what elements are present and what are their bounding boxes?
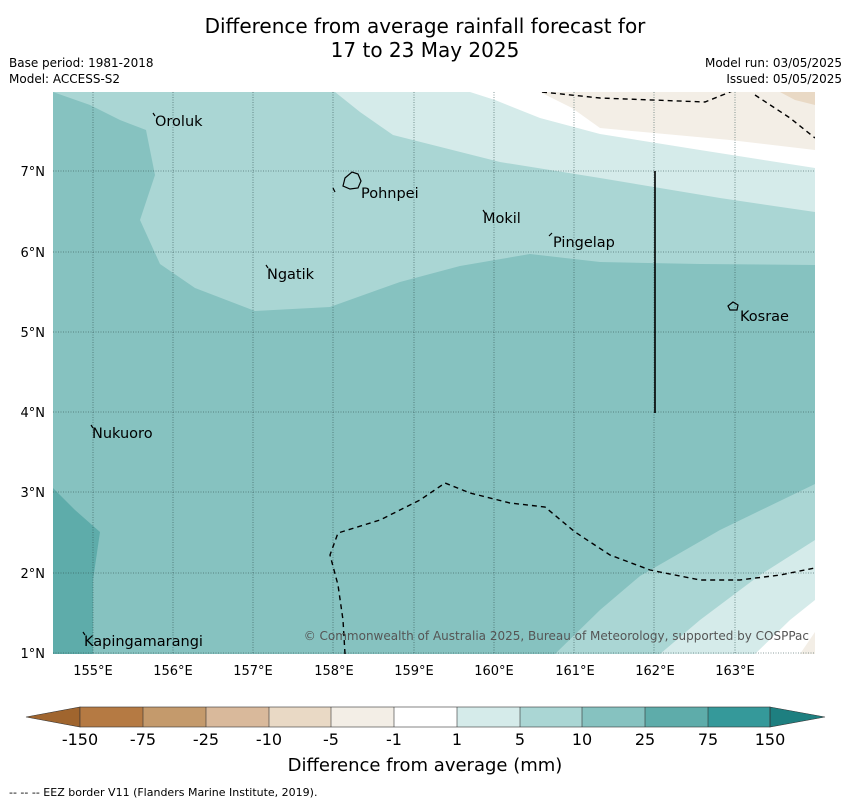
- colorbar-label: 5: [514, 730, 526, 749]
- colorbar-label: -75: [129, 730, 157, 749]
- colorbar-bin: [143, 707, 206, 727]
- base-period: Base period: 1981-2018: [9, 56, 154, 70]
- place-label-oroluk: Oroluk: [155, 114, 203, 130]
- field-white-south: [755, 600, 815, 654]
- colorbar-bin: [457, 707, 520, 727]
- field-neg-north: [540, 92, 815, 150]
- meta-right: Model run: 03/05/2025 Issued: 05/05/2025: [705, 55, 842, 87]
- colorbar-bin: [80, 707, 143, 727]
- lat-tick: 7°N: [21, 165, 46, 180]
- colorbar-bin: [520, 707, 582, 727]
- place-label-ngatik: Ngatik: [267, 267, 315, 283]
- eez-legend-note: -- -- -- EEZ border V11 (Flanders Marine…: [9, 786, 318, 799]
- colorbar: [25, 706, 826, 728]
- lat-tick: 2°N: [21, 567, 46, 582]
- colorbar-low-extend: [25, 706, 81, 728]
- lon-tick: 162°E: [635, 664, 675, 679]
- colorbar-bin: [582, 707, 645, 727]
- lon-tick: 163°E: [715, 664, 755, 679]
- lon-tick: 160°E: [474, 664, 514, 679]
- colorbar-bin: [331, 707, 394, 727]
- field-neg-south: [800, 632, 815, 654]
- map-title: Difference from average rainfall forecas…: [0, 14, 850, 62]
- place-labels: Oroluk Pohnpei Mokil Pingelap Ngatik Kos…: [84, 114, 789, 650]
- colorbar-high-extend: [769, 706, 826, 728]
- meta-left: Base period: 1981-2018 Model: ACCESS-S2: [9, 55, 154, 87]
- lon-tick: 155°E: [73, 664, 113, 679]
- lat-tick: 1°N: [21, 647, 46, 662]
- issued-date: Issued: 05/05/2025: [726, 72, 842, 86]
- colorbar-label: 75: [697, 730, 719, 749]
- colorbar-label: 10: [571, 730, 593, 749]
- field-1-5-south: [660, 540, 815, 654]
- pohnpei-island: [342, 171, 362, 190]
- lat-tick: 4°N: [21, 406, 46, 421]
- model-run: Model run: 03/05/2025: [704, 56, 842, 70]
- lat-tick: 6°N: [21, 246, 46, 261]
- colorbar-bin: [269, 707, 331, 727]
- colorbar-bin: [394, 707, 457, 727]
- field-25-75: [53, 488, 100, 654]
- lon-tick: 159°E: [394, 664, 434, 679]
- eez-borders: [329, 92, 815, 654]
- gridlines: [53, 92, 815, 654]
- colorbar-label: -5: [323, 730, 339, 749]
- colorbar-bin: [645, 707, 708, 727]
- lon-tick: 161°E: [555, 664, 595, 679]
- kosrae-island: [727, 301, 739, 311]
- colorbar-label: 1: [451, 730, 463, 749]
- colorbar-label: -25: [192, 730, 220, 749]
- place-label-kapingamarangi: Kapingamarangi: [84, 634, 203, 650]
- copyright-credit: © Commonwealth of Australia 2025, Bureau…: [304, 629, 809, 643]
- model-name: Model: ACCESS-S2: [9, 72, 121, 86]
- lon-tick: 158°E: [314, 664, 354, 679]
- title-line-2: 17 to 23 May 2025: [330, 38, 520, 62]
- lat-tick: 5°N: [21, 326, 46, 341]
- place-label-kosrae: Kosrae: [740, 309, 789, 325]
- title-line-1: Difference from average rainfall forecas…: [204, 14, 646, 38]
- lat-tick-labels: 7°N 6°N 5°N 4°N 3°N 2°N 1°N: [21, 165, 46, 662]
- colorbar-label: 25: [634, 730, 656, 749]
- colorbar-label: -150: [61, 730, 99, 749]
- island-outlines: [82, 112, 739, 636]
- place-label-mokil: Mokil: [483, 211, 521, 227]
- lat-tick: 3°N: [21, 486, 46, 501]
- place-label-nukuoro: Nukuoro: [92, 426, 153, 442]
- place-label-pingelap: Pingelap: [553, 235, 615, 251]
- colorbar-bin: [206, 707, 269, 727]
- field-neg2-north: [780, 92, 815, 105]
- lon-tick-labels: 155°E 156°E 157°E 158°E 159°E 160°E 161°…: [73, 664, 755, 679]
- lon-tick: 156°E: [153, 664, 193, 679]
- colorbar-label: 150: [754, 730, 786, 749]
- place-label-pohnpei: Pohnpei: [361, 186, 419, 202]
- lon-tick: 157°E: [233, 664, 273, 679]
- colorbar-label: -10: [255, 730, 283, 749]
- colorbar-bin: [708, 707, 770, 727]
- colorbar-label: -1: [386, 730, 402, 749]
- colorbar-title: Difference from average (mm): [287, 755, 563, 776]
